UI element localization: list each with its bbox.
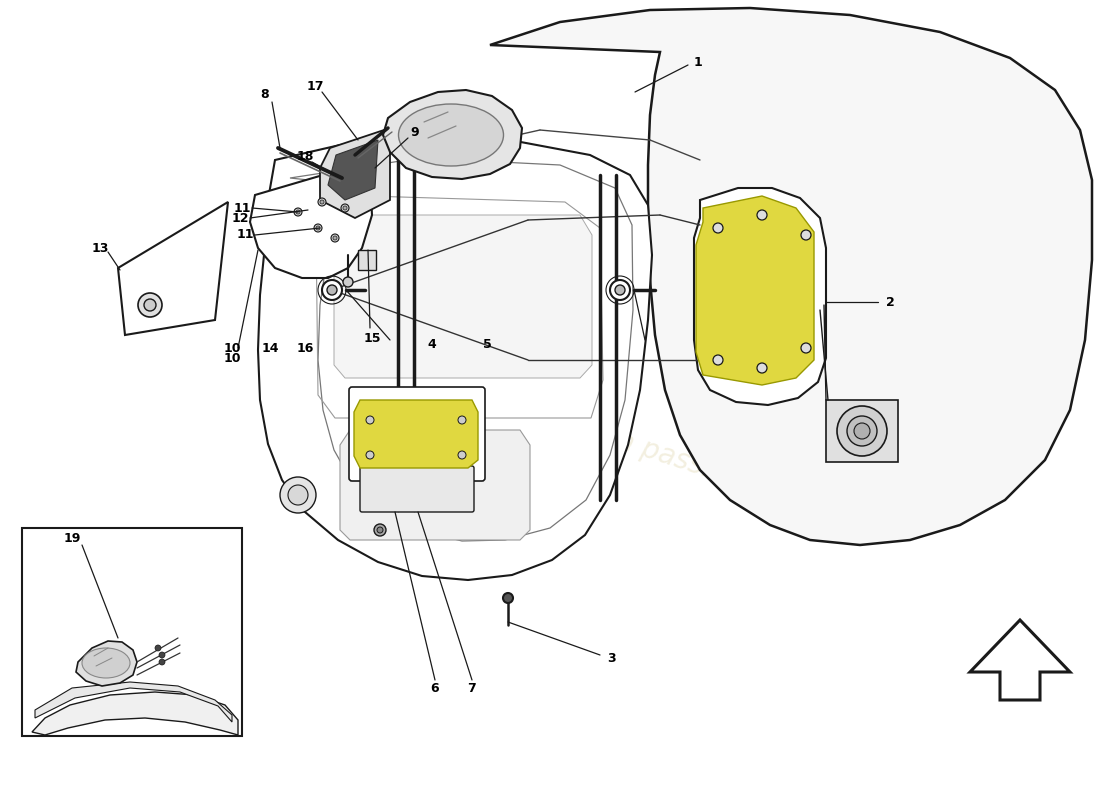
Circle shape bbox=[314, 224, 322, 232]
Polygon shape bbox=[35, 682, 232, 722]
Circle shape bbox=[458, 451, 466, 459]
FancyBboxPatch shape bbox=[349, 387, 485, 481]
Polygon shape bbox=[328, 140, 378, 200]
Polygon shape bbox=[694, 188, 826, 405]
Circle shape bbox=[458, 416, 466, 424]
Circle shape bbox=[343, 277, 353, 287]
Polygon shape bbox=[383, 90, 522, 179]
Text: 16: 16 bbox=[296, 342, 314, 354]
Circle shape bbox=[847, 416, 877, 446]
Text: eurospares: eurospares bbox=[532, 203, 968, 417]
Ellipse shape bbox=[82, 648, 130, 678]
Circle shape bbox=[854, 423, 870, 439]
Polygon shape bbox=[340, 430, 530, 540]
Circle shape bbox=[801, 230, 811, 240]
Text: 15: 15 bbox=[363, 331, 381, 345]
Polygon shape bbox=[76, 641, 138, 686]
Text: 6: 6 bbox=[431, 682, 439, 694]
Bar bbox=[826, 400, 898, 462]
Text: 9: 9 bbox=[410, 126, 419, 138]
Text: 7: 7 bbox=[468, 682, 476, 694]
Circle shape bbox=[322, 280, 342, 300]
Polygon shape bbox=[118, 202, 228, 335]
Circle shape bbox=[144, 299, 156, 311]
Polygon shape bbox=[334, 215, 592, 378]
Circle shape bbox=[503, 593, 513, 603]
Circle shape bbox=[615, 285, 625, 295]
Text: 14: 14 bbox=[262, 342, 278, 354]
Bar bbox=[22, 528, 242, 736]
Circle shape bbox=[294, 208, 302, 216]
Circle shape bbox=[280, 477, 316, 513]
Circle shape bbox=[801, 343, 811, 353]
Polygon shape bbox=[258, 138, 652, 580]
Text: a passion: a passion bbox=[613, 426, 747, 494]
Circle shape bbox=[366, 451, 374, 459]
Circle shape bbox=[374, 524, 386, 536]
Text: 11: 11 bbox=[236, 229, 254, 242]
Circle shape bbox=[341, 204, 349, 212]
Circle shape bbox=[296, 210, 300, 214]
FancyBboxPatch shape bbox=[360, 466, 474, 512]
Polygon shape bbox=[354, 400, 478, 468]
Polygon shape bbox=[696, 196, 814, 385]
Polygon shape bbox=[320, 128, 390, 218]
Circle shape bbox=[327, 285, 337, 295]
Circle shape bbox=[288, 485, 308, 505]
Text: 5: 5 bbox=[483, 338, 492, 351]
Text: 17: 17 bbox=[306, 79, 323, 93]
Circle shape bbox=[610, 280, 630, 300]
Circle shape bbox=[333, 236, 337, 240]
Text: 13: 13 bbox=[91, 242, 109, 254]
Circle shape bbox=[366, 416, 374, 424]
Circle shape bbox=[377, 527, 383, 533]
Polygon shape bbox=[490, 8, 1092, 545]
Circle shape bbox=[757, 363, 767, 373]
Circle shape bbox=[316, 226, 320, 230]
Circle shape bbox=[155, 645, 161, 651]
Text: 2: 2 bbox=[886, 295, 894, 309]
Bar bbox=[358, 250, 376, 270]
Circle shape bbox=[138, 293, 162, 317]
Text: 10: 10 bbox=[223, 342, 241, 354]
Circle shape bbox=[713, 223, 723, 233]
Circle shape bbox=[757, 210, 767, 220]
Text: 3: 3 bbox=[607, 651, 616, 665]
Text: 1: 1 bbox=[694, 55, 703, 69]
Polygon shape bbox=[250, 170, 372, 278]
Text: 10: 10 bbox=[223, 351, 241, 365]
Circle shape bbox=[837, 406, 887, 456]
Text: 4: 4 bbox=[428, 338, 437, 351]
Polygon shape bbox=[32, 692, 238, 735]
Ellipse shape bbox=[398, 104, 504, 166]
Text: 8: 8 bbox=[261, 89, 270, 102]
Circle shape bbox=[160, 652, 165, 658]
Text: 11: 11 bbox=[233, 202, 251, 214]
Circle shape bbox=[343, 206, 346, 210]
Circle shape bbox=[331, 234, 339, 242]
Text: since 1985: since 1985 bbox=[692, 337, 909, 443]
Circle shape bbox=[320, 200, 324, 204]
Polygon shape bbox=[970, 620, 1070, 700]
Circle shape bbox=[713, 355, 723, 365]
Text: 12: 12 bbox=[231, 211, 249, 225]
Circle shape bbox=[318, 198, 326, 206]
Text: 19: 19 bbox=[64, 531, 80, 545]
Circle shape bbox=[160, 659, 165, 665]
Ellipse shape bbox=[355, 448, 505, 528]
Text: 18: 18 bbox=[296, 150, 314, 162]
